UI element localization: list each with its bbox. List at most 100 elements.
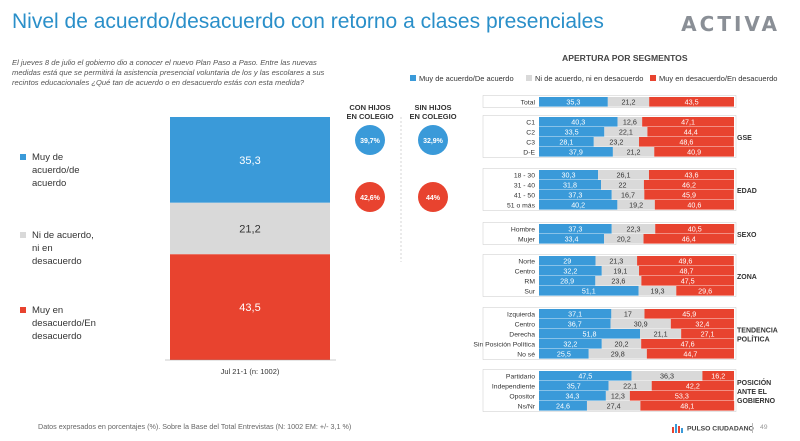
segment-bar-neutral <box>593 137 640 147</box>
segment-bar-label-agree: 24,6 <box>556 401 570 410</box>
segment-legend-swatch-neutral <box>526 75 532 81</box>
segment-bar-label-disagree: 43,5 <box>685 97 699 106</box>
segment-bar-label-neutral: 21,1 <box>654 329 668 338</box>
segment-bar-label-disagree: 48,1 <box>680 401 694 410</box>
segment-bar-agree <box>539 200 618 210</box>
segment-group-frame <box>482 222 737 245</box>
segment-bar-label-neutral: 29,8 <box>611 349 625 358</box>
page-number: 49 <box>760 424 768 431</box>
main-legend-label-neutral: Ni de acuerdo, <box>32 230 94 241</box>
segment-bar-disagree <box>670 319 734 329</box>
segment-bar-label-neutral: 26,1 <box>617 170 631 179</box>
segment-bar-disagree <box>648 170 734 180</box>
segment-row-label: Total <box>521 99 536 106</box>
circle-value: 32,9% <box>423 138 444 145</box>
main-legend-swatch-agree <box>20 154 26 160</box>
segment-bar-label-disagree: 47,5 <box>681 276 695 285</box>
brand-label: PULSO CIUDADANO <box>687 425 754 433</box>
main-legend-label-agree: Muy de <box>32 152 63 163</box>
segment-row-label: Mujer <box>518 236 536 243</box>
main-legend-swatch-disagree <box>20 307 26 313</box>
segment-bar-agree <box>539 170 599 180</box>
segment-bar-label-agree: 40,3 <box>571 117 585 126</box>
segment-bar-agree <box>539 234 605 244</box>
segment-bar-disagree <box>643 234 734 244</box>
segment-bar-label-neutral: 17 <box>624 309 632 318</box>
segment-bar-neutral <box>638 286 677 296</box>
segment-bar-disagree <box>641 276 734 286</box>
segment-bar-label-neutral: 22,1 <box>619 127 633 136</box>
segment-bar-disagree <box>642 117 734 127</box>
main-legend-label-disagree: desacuerdo/En <box>32 318 96 329</box>
segment-bar-label-neutral: 19,3 <box>650 286 664 295</box>
segment-bar-label-disagree: 48,7 <box>680 266 694 275</box>
segment-bar-disagree <box>644 309 734 319</box>
segment-group-frame <box>482 115 737 158</box>
main-category-label: Jul 21-1 (n: 1002) <box>221 367 280 376</box>
segment-row-label: Centro <box>515 268 536 275</box>
segment-bar-label-disagree: 48,6 <box>679 137 693 146</box>
segment-row-label: Centro <box>515 321 536 328</box>
segment-bar-label-disagree: 45,9 <box>682 309 696 318</box>
main-bar-label-neutral: 21,2 <box>239 224 260 236</box>
segment-bar-disagree <box>647 127 734 137</box>
segment-bar-label-disagree: 42,2 <box>686 381 700 390</box>
page-title: Nivel de acuerdo/desacuerdo con retorno … <box>12 10 604 33</box>
segment-row-label: Hombre <box>511 226 535 233</box>
segment-bar-agree <box>539 391 606 401</box>
main-legend-label-disagree: Muy en <box>32 305 63 316</box>
segment-bar-disagree <box>646 349 734 359</box>
segment-row-label: Independiente <box>492 383 535 390</box>
segment-group-name: EDAD <box>737 188 757 195</box>
segment-bar-neutral <box>610 319 671 329</box>
segment-bar-neutral <box>604 234 644 244</box>
segment-bar-label-disagree: 40,9 <box>687 147 701 156</box>
segment-bar-disagree <box>655 224 735 234</box>
segment-bar-label-neutral: 16,7 <box>621 190 635 199</box>
segment-row-label: 31 - 40 <box>514 182 535 189</box>
segment-bar-label-neutral: 23,6 <box>611 276 625 285</box>
segment-bar-label-neutral: 19,1 <box>613 266 627 275</box>
segment-group-frame <box>482 254 737 297</box>
segment-row-label: Opositor <box>509 393 535 400</box>
segment-bar-neutral <box>612 147 655 157</box>
segment-group-frame <box>482 95 737 108</box>
segment-bar-label-disagree: 40,5 <box>688 224 702 233</box>
segment-bar-label-agree: 36,7 <box>568 319 582 328</box>
segment-bar-neutral <box>601 266 640 276</box>
main-legend-label-disagree: desacuerdo <box>32 331 82 342</box>
segment-bar-neutral <box>608 381 652 391</box>
circle-value: 44% <box>426 195 441 202</box>
segment-bar-label-disagree: 43,6 <box>684 170 698 179</box>
segment-bar-label-disagree: 49,6 <box>678 256 692 265</box>
segment-bar-label-disagree: 46,2 <box>682 180 696 189</box>
segment-bar-label-agree: 37,9 <box>569 147 583 156</box>
segment-row-label: Izquierda <box>507 311 535 318</box>
main-legend-label-agree: acuerdo/de <box>32 165 80 176</box>
circle-column-header: CON HIJOS <box>349 103 390 112</box>
segment-bar-agree <box>539 97 608 107</box>
segment-bar-label-disagree: 29,6 <box>698 286 712 295</box>
segment-bar-disagree <box>643 180 734 190</box>
segment-bar-label-agree: 29 <box>563 256 571 265</box>
segment-row-label: C1 <box>526 119 535 126</box>
segment-row-label: 41 - 50 <box>514 192 535 199</box>
segment-legend-swatch-agree <box>410 75 416 81</box>
segment-bar-label-neutral: 30,9 <box>634 319 648 328</box>
footer-separator <box>752 423 753 433</box>
segment-bar-neutral <box>588 349 647 359</box>
segment-legend-label-agree: Muy de acuerdo/De acuerdo <box>419 74 514 83</box>
segment-bar-label-neutral: 21,3 <box>609 256 623 265</box>
segment-bar-neutral <box>617 200 655 210</box>
segment-bar-agree <box>539 180 602 190</box>
segment-legend-label-neutral: Ni de acuerdo, ni en desacuerdo <box>535 74 643 83</box>
segment-bar-neutral <box>598 170 649 180</box>
segment-bar-label-disagree: 47,6 <box>681 339 695 348</box>
segment-bar-label-neutral: 22 <box>618 180 626 189</box>
segment-bar-disagree <box>676 286 734 296</box>
segment-group-name: TENDENCIA <box>737 328 778 335</box>
segment-bar-neutral <box>617 117 643 127</box>
segment-bar-label-neutral: 19,2 <box>629 200 643 209</box>
segment-bar-label-neutral: 20,2 <box>614 339 628 348</box>
